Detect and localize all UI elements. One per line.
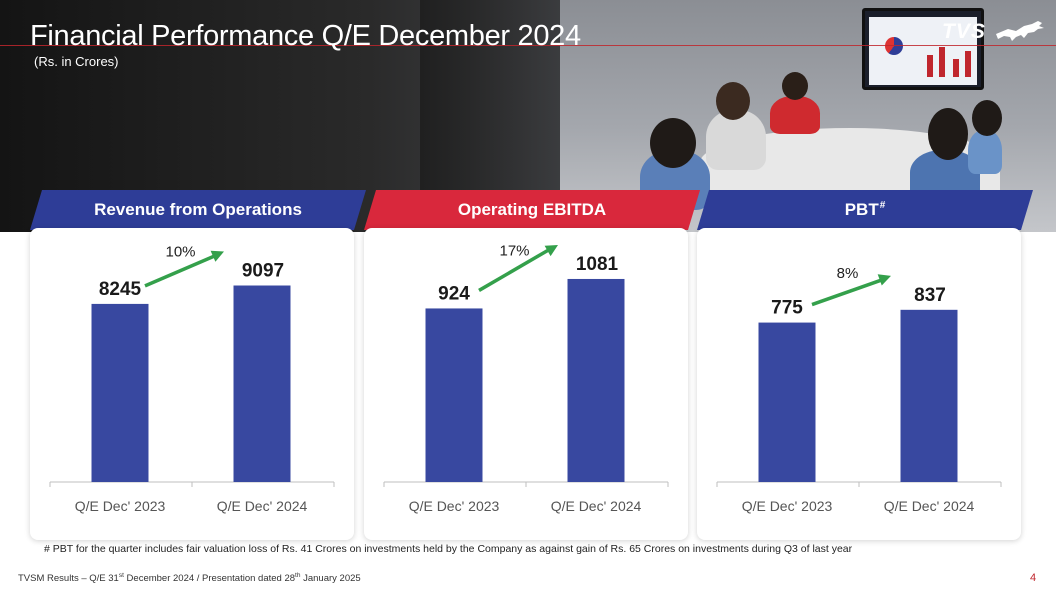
growth-arrow-line: [811, 277, 886, 307]
footer-part3: January 2025: [300, 573, 361, 585]
growth-label: 17%: [499, 243, 529, 260]
category-label: Q/E Dec' 2023: [409, 498, 500, 514]
bar-value-label: 8245: [99, 279, 142, 300]
category-label: Q/E Dec' 2024: [551, 498, 642, 514]
growth-arrow-head: [877, 274, 891, 286]
bar-value-label: 1081: [576, 254, 619, 275]
panel-header-revenue: Revenue from Operations: [30, 190, 366, 230]
category-label: Q/E Dec' 2023: [75, 498, 166, 514]
title-underline: [0, 45, 1056, 46]
revenue-chart: 8245 Q/E Dec' 2023 9097 Q/E Dec' 2024 10%: [49, 244, 335, 514]
footer-sup1: st: [118, 572, 124, 579]
bar: [233, 285, 291, 482]
bar: [425, 308, 483, 482]
footnote: # PBT for the quarter includes fair valu…: [44, 543, 853, 555]
bar-value-label: 775: [771, 298, 803, 319]
page-number: 4: [1030, 572, 1037, 584]
bar-value-label: 924: [438, 283, 470, 304]
growth-arrow-line: [144, 252, 219, 288]
logo-text: TVS: [942, 20, 986, 43]
growth-label: 8%: [837, 265, 859, 282]
tvs-logo: TVS: [942, 20, 1046, 43]
page-title: Financial Performance Q/E December 2024: [30, 20, 581, 52]
bar-value-label: 9097: [242, 261, 284, 282]
pbt-chart: 775 Q/E Dec' 2023 837 Q/E Dec' 2024 8%: [716, 265, 1002, 514]
bar: [91, 303, 149, 482]
growth-arrow-line: [478, 246, 553, 292]
bar: [567, 278, 625, 482]
category-label: Q/E Dec' 2023: [742, 498, 833, 514]
page-subtitle: (Rs. in Crores): [34, 54, 119, 69]
bar: [900, 309, 958, 482]
pbt-footnote-marker: #: [879, 200, 886, 212]
panel-title-revenue: Revenue from Operations: [94, 200, 302, 219]
footer-text: TVSM Results – Q/E 31st December 2024 / …: [18, 572, 361, 584]
bar: [758, 322, 816, 482]
footer-sup2: th: [295, 572, 301, 579]
horse-icon: [996, 21, 1044, 41]
panel-title-ebitda: Operating EBITDA: [457, 200, 607, 219]
chart-panel-revenue: 8245 Q/E Dec' 2023 9097 Q/E Dec' 2024 10%: [30, 228, 354, 540]
growth-arrow-head: [210, 250, 224, 262]
panel-header-pbt: PBT#: [697, 190, 1033, 230]
chart-panel-pbt: 775 Q/E Dec' 2023 837 Q/E Dec' 2024 8%: [697, 228, 1021, 540]
growth-arrow-head: [544, 244, 558, 257]
panel-header-ebitda: Operating EBITDA: [364, 190, 700, 230]
wall-screen-image: [862, 8, 984, 90]
footer-part1: TVSM Results – Q/E 31: [18, 573, 119, 585]
ebitda-chart: 924 Q/E Dec' 2023 1081 Q/E Dec' 2024 17%: [383, 243, 669, 514]
footer-part2: December 2024 / Presentation dated 28: [123, 573, 296, 585]
growth-label: 10%: [165, 244, 195, 261]
panel-title-pbt: PBT: [844, 200, 879, 219]
bar-value-label: 837: [914, 285, 946, 306]
category-label: Q/E Dec' 2024: [884, 498, 975, 514]
chart-panel-ebitda: 924 Q/E Dec' 2023 1081 Q/E Dec' 2024 17%: [364, 228, 688, 540]
category-label: Q/E Dec' 2024: [217, 498, 308, 514]
